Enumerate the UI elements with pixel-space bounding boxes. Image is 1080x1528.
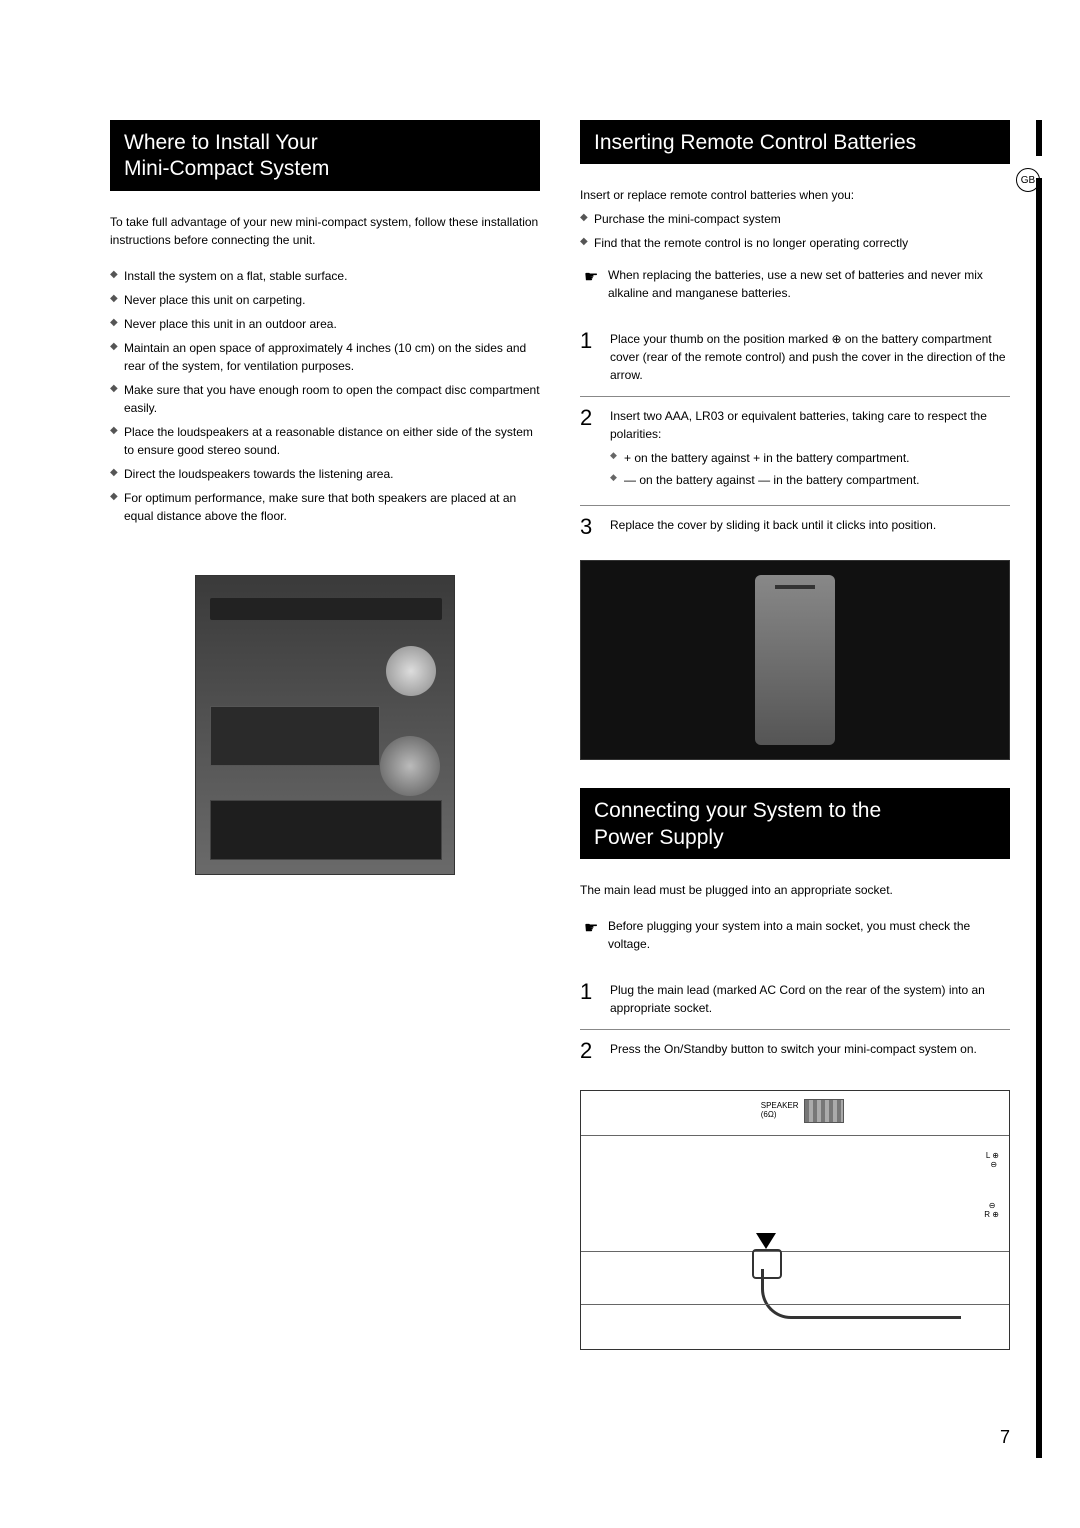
step-number: 2 — [580, 407, 598, 429]
step-number: 3 — [580, 516, 598, 538]
list-item: Maintain an open space of approximately … — [110, 339, 540, 375]
batteries-note: When replacing the batteries, use a new … — [580, 266, 1010, 302]
diagram-label-l: L ⊕ ⊖ — [986, 1151, 999, 1169]
step-number: 1 — [580, 330, 598, 352]
list-item: Direct the loudspeakers towards the list… — [110, 465, 540, 483]
step-row: 2 Insert two AAA, LR03 or equivalent bat… — [580, 397, 1010, 506]
step-row: 1 Plug the main lead (marked AC Cord on … — [580, 971, 1010, 1030]
install-bullet-list: Install the system on a flat, stable sur… — [110, 267, 540, 525]
list-item: Place the loudspeakers at a reasonable d… — [110, 423, 540, 459]
batteries-steps: 1 Place your thumb on the position marke… — [580, 320, 1010, 550]
list-item: Purchase the mini-compact system — [580, 210, 1010, 228]
list-item: + on the battery against + in the batter… — [610, 449, 1010, 467]
step-text: Press the On/Standby button to switch yo… — [610, 1040, 1010, 1058]
polarity-sublist: + on the battery against + in the batter… — [610, 449, 1010, 489]
step-text: Place your thumb on the position marked … — [610, 330, 1010, 384]
step-row: 2 Press the On/Standby button to switch … — [580, 1030, 1010, 1074]
list-item: Install the system on a flat, stable sur… — [110, 267, 540, 285]
diagram-label-speaker: SPEAKER (6Ω) — [761, 1101, 799, 1119]
right-column: Inserting Remote Control Batteries Inser… — [580, 120, 1010, 1350]
stereo-product-image — [195, 575, 455, 875]
step-text: Replace the cover by sliding it back unt… — [610, 516, 1010, 534]
list-item: — on the battery against — in the batter… — [610, 471, 1010, 489]
list-item: Make sure that you have enough room to o… — [110, 381, 540, 417]
rear-panel-diagram: SPEAKER (6Ω) L ⊕ ⊖ ⊖R ⊕ — [580, 1090, 1010, 1350]
step-number: 1 — [580, 981, 598, 1003]
power-intro: The main lead must be plugged into an ap… — [580, 881, 1010, 899]
arrow-down-icon — [756, 1233, 776, 1249]
diagram-label-r: ⊖R ⊕ — [984, 1201, 999, 1219]
list-item: Find that the remote control is no longe… — [580, 234, 1010, 252]
remote-control-image — [580, 560, 1010, 760]
list-item: For optimum performance, make sure that … — [110, 489, 540, 525]
side-accent-bar — [1036, 120, 1042, 1458]
power-note: Before plugging your system into a main … — [580, 917, 1010, 953]
section-header-install: Where to Install Your Mini-Compact Syste… — [110, 120, 540, 191]
step-text: Plug the main lead (marked AC Cord on th… — [610, 981, 1010, 1017]
step-row: 1 Place your thumb on the position marke… — [580, 320, 1010, 397]
language-badge: GB — [1016, 168, 1040, 192]
page-number: 7 — [1000, 1427, 1010, 1448]
batteries-intro-bullets: Purchase the mini-compact system Find th… — [580, 210, 1010, 252]
section-header-batteries: Inserting Remote Control Batteries — [580, 120, 1010, 164]
page-content: Where to Install Your Mini-Compact Syste… — [0, 0, 1080, 1410]
step-number: 2 — [580, 1040, 598, 1062]
power-steps: 1 Plug the main lead (marked AC Cord on … — [580, 971, 1010, 1074]
left-column: Where to Install Your Mini-Compact Syste… — [110, 120, 540, 1350]
speaker-terminal-icon — [804, 1099, 844, 1123]
section-header-power: Connecting your System to the Power Supp… — [580, 788, 1010, 859]
power-cord-icon — [761, 1269, 961, 1319]
step-row: 3 Replace the cover by sliding it back u… — [580, 506, 1010, 550]
list-item: Never place this unit in an outdoor area… — [110, 315, 540, 333]
install-intro: To take full advantage of your new mini-… — [110, 213, 540, 249]
step-body: Insert two AAA, LR03 or equivalent batte… — [610, 407, 1010, 493]
step-text: Insert two AAA, LR03 or equivalent batte… — [610, 409, 987, 441]
batteries-intro: Insert or replace remote control batteri… — [580, 186, 1010, 204]
list-item: Never place this unit on carpeting. — [110, 291, 540, 309]
